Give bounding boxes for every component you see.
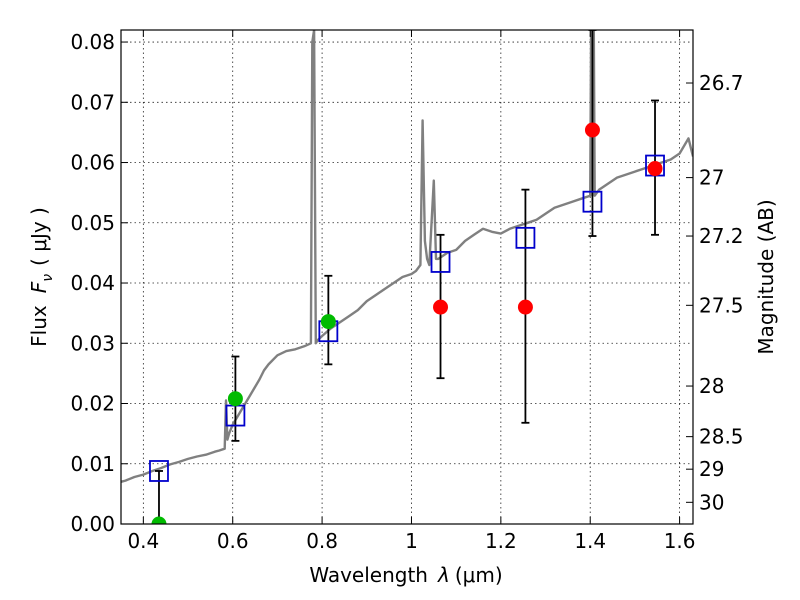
y-tick-label: 0.04: [70, 271, 115, 295]
x-tick-label: 1: [405, 529, 418, 553]
x-tick-label: 1.6: [664, 529, 696, 553]
observed-point-red: [517, 299, 533, 315]
y2-tick-label: 27.2: [699, 224, 744, 248]
y2-tick-label: 28.5: [699, 425, 744, 449]
y-tick-label: 0.00: [70, 512, 115, 536]
y2-tick-label: 27: [699, 166, 724, 190]
plot-area: [121, 30, 693, 524]
x-tick-label: 1.2: [485, 529, 517, 553]
observed-point-green: [151, 516, 167, 524]
x-axis-title: Wavelength λ (μm): [309, 563, 502, 587]
y-tick-label: 0.01: [70, 452, 115, 476]
y2-tick-label: 30: [699, 490, 724, 514]
observed-point-green: [320, 314, 336, 330]
y2-tick-label: 27.5: [699, 293, 744, 317]
y-tick-label: 0.05: [70, 211, 115, 235]
model-band-square: [515, 226, 536, 249]
x-tick-label: 0.6: [217, 529, 249, 553]
x-tick-label: 0.8: [306, 529, 338, 553]
x-tick-label: 1.4: [574, 529, 606, 553]
y-tick-label: 0.02: [70, 392, 115, 416]
y-tick-label: 0.06: [70, 151, 115, 175]
y2-tick-label: 26.7: [699, 71, 744, 95]
plot-frame: [120, 29, 694, 525]
sed-model-line: [121, 30, 693, 483]
y2-tick-label: 29: [699, 457, 724, 481]
y-tick-label: 0.08: [70, 30, 115, 54]
observed-point-red: [433, 299, 449, 315]
y2-axis-title: Magnitude (AB): [754, 199, 778, 354]
model-band-square: [149, 460, 169, 482]
observed-point-red: [584, 122, 600, 138]
y-tick-label: 0.03: [70, 331, 115, 355]
y-tick-label: 0.07: [70, 90, 115, 114]
x-tick-label: 0.4: [127, 529, 159, 553]
observed-point-green: [227, 391, 243, 407]
y2-tick-label: 28: [699, 374, 724, 398]
model-band-square: [582, 190, 603, 213]
y-axis-title: FluxFν( μJy ): [27, 207, 56, 347]
axes: 0.4 0.6 0.8 1 1.2 1.4 1.6 0.00 0.01 0.02 0.03 0.04 0…: [70, 30, 744, 553]
model-band-square: [430, 251, 451, 273]
observed-point-red: [647, 161, 663, 177]
